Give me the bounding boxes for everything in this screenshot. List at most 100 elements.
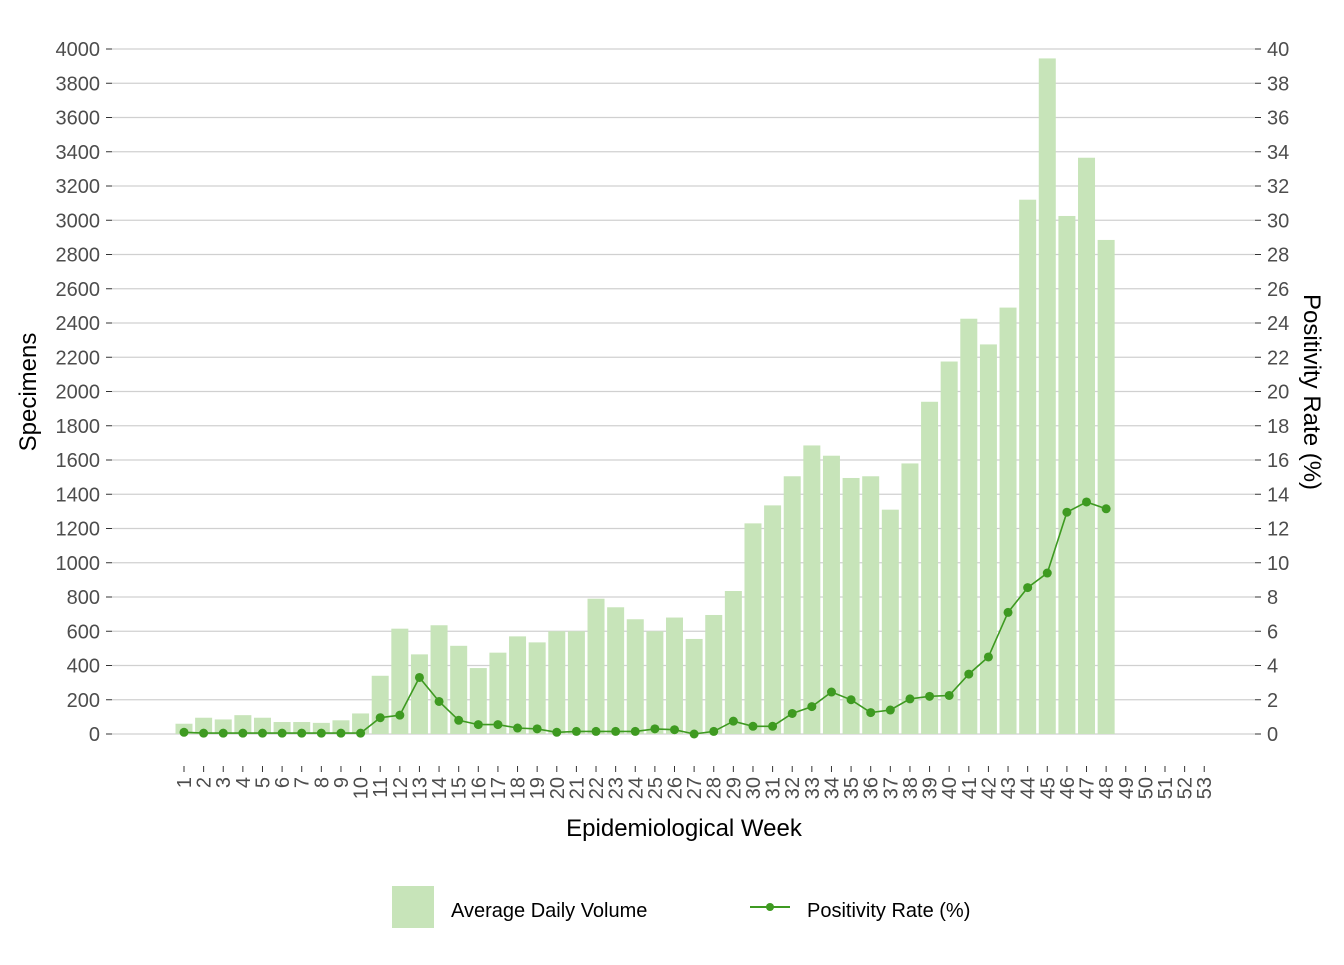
y-tick-label: 1000 bbox=[56, 553, 101, 575]
positivity-point bbox=[826, 687, 836, 697]
y-tick-label: 1400 bbox=[56, 484, 101, 506]
positivity-point bbox=[257, 728, 267, 738]
y2-tick-label: 24 bbox=[1267, 313, 1289, 335]
x-tick-label: 11 bbox=[370, 777, 392, 798]
y2-tick-label: 36 bbox=[1267, 108, 1289, 130]
x-tick-label: 7 bbox=[292, 777, 314, 788]
bar bbox=[509, 636, 527, 734]
x-tick-label: 23 bbox=[606, 777, 628, 799]
x-tick-label: 12 bbox=[390, 777, 412, 799]
x-tick-label: 28 bbox=[704, 777, 726, 799]
legend-label-positivity: Positivity Rate (%) bbox=[807, 900, 970, 922]
y2-tick-label: 22 bbox=[1267, 347, 1289, 369]
bar bbox=[999, 307, 1017, 734]
legend-point-swatch bbox=[766, 903, 774, 911]
x-tick-label: 51 bbox=[1155, 777, 1177, 799]
positivity-point bbox=[297, 728, 307, 738]
x-tick-label: 1 bbox=[174, 777, 196, 788]
x-tick-label: 53 bbox=[1194, 777, 1216, 799]
positivity-point bbox=[179, 727, 189, 737]
bar bbox=[842, 477, 860, 734]
x-tick-label: 20 bbox=[547, 777, 569, 799]
left-axis: 0 200 400 600 800 1000 1200 1400 1600 1800 2000 220… bbox=[56, 39, 112, 746]
positivity-point bbox=[689, 729, 699, 739]
x-tick-label: 47 bbox=[1077, 777, 1099, 799]
bar bbox=[724, 591, 742, 734]
bar bbox=[862, 476, 880, 734]
y-tick-label: 3000 bbox=[56, 210, 101, 232]
y2-tick-label: 0 bbox=[1267, 724, 1278, 746]
x-tick-label: 3 bbox=[213, 777, 235, 788]
positivity-point bbox=[630, 726, 640, 736]
bar bbox=[901, 463, 919, 734]
positivity-point bbox=[218, 728, 228, 738]
x-tick-label: 38 bbox=[900, 777, 922, 799]
y-tick-label: 800 bbox=[67, 587, 100, 609]
bar bbox=[705, 614, 723, 734]
x-tick-label: 22 bbox=[586, 777, 608, 799]
y2-axis-title: Positivity Rate (%) bbox=[1298, 294, 1325, 490]
bar bbox=[528, 642, 546, 734]
x-tick-label: 19 bbox=[527, 777, 549, 799]
bar bbox=[960, 318, 978, 734]
positivity-point bbox=[571, 726, 581, 736]
positivity-point bbox=[650, 724, 660, 734]
positivity-point bbox=[1062, 507, 1072, 517]
x-axis-title: Epidemiological Week bbox=[566, 815, 803, 842]
x-tick-label: 5 bbox=[252, 777, 274, 788]
positivity-point bbox=[454, 715, 464, 725]
positivity-point bbox=[1042, 568, 1052, 578]
x-tick-label: 31 bbox=[763, 777, 785, 799]
bar bbox=[646, 631, 664, 734]
bar bbox=[803, 445, 821, 734]
x-tick-label: 17 bbox=[488, 777, 510, 799]
x-tick-label: 10 bbox=[351, 777, 373, 799]
bar bbox=[1097, 239, 1115, 734]
bar bbox=[881, 509, 899, 734]
bar bbox=[548, 631, 566, 734]
x-tick-label: 44 bbox=[1018, 777, 1040, 799]
positivity-point bbox=[1003, 607, 1013, 617]
bar bbox=[253, 717, 271, 734]
bar-series bbox=[175, 58, 1115, 734]
y2-tick-label: 32 bbox=[1267, 176, 1289, 198]
positivity-point bbox=[748, 721, 758, 731]
positivity-point bbox=[866, 708, 876, 718]
bar bbox=[744, 523, 762, 734]
x-tick-label: 43 bbox=[998, 777, 1020, 799]
bar bbox=[469, 668, 487, 734]
positivity-point bbox=[885, 705, 895, 715]
positivity-point bbox=[611, 726, 621, 736]
y-tick-label: 2400 bbox=[56, 313, 101, 335]
y-tick-label: 3200 bbox=[56, 176, 101, 198]
y-tick-label: 3400 bbox=[56, 142, 101, 164]
x-tick-label: 4 bbox=[233, 777, 255, 788]
y-tick-label: 1800 bbox=[56, 416, 101, 438]
y2-tick-label: 26 bbox=[1267, 279, 1289, 301]
bar bbox=[1019, 199, 1037, 734]
bar bbox=[567, 631, 585, 734]
x-tick-label: 48 bbox=[1096, 777, 1118, 799]
positivity-point bbox=[375, 713, 385, 723]
x-tick-label: 13 bbox=[409, 777, 431, 799]
x-tick-label: 46 bbox=[1057, 777, 1079, 799]
positivity-point bbox=[1101, 504, 1111, 514]
x-tick-label: 41 bbox=[959, 777, 981, 799]
x-tick-label: 2 bbox=[194, 777, 216, 788]
positivity-point bbox=[277, 728, 287, 738]
y-axis-title: Specimens bbox=[15, 333, 42, 452]
y2-tick-label: 4 bbox=[1267, 656, 1278, 678]
positivity-point bbox=[434, 696, 444, 706]
positivity-point bbox=[787, 708, 797, 718]
y-tick-label: 4000 bbox=[56, 39, 101, 61]
y-tick-label: 0 bbox=[89, 724, 100, 746]
y-tick-label: 400 bbox=[67, 656, 100, 678]
x-tick-label: 8 bbox=[311, 777, 333, 788]
bar bbox=[450, 645, 468, 734]
positivity-point bbox=[395, 710, 405, 720]
x-tick-label: 35 bbox=[841, 777, 863, 799]
positivity-point bbox=[591, 726, 601, 736]
